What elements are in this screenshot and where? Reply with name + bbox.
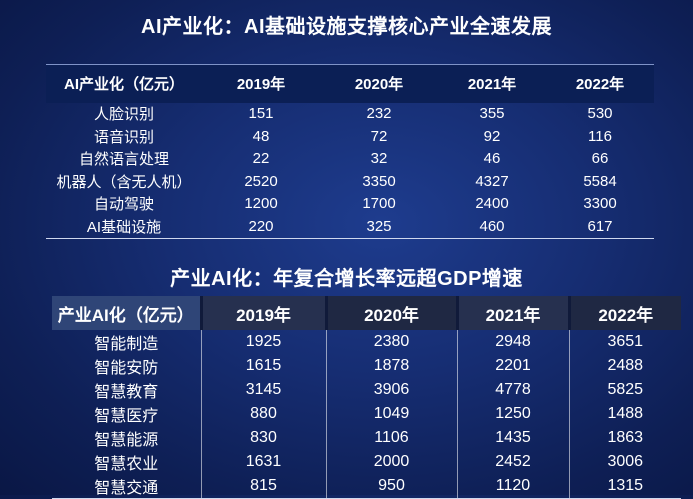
table-cell: 1488 bbox=[568, 402, 681, 426]
table-cell: 3906 bbox=[325, 378, 457, 402]
table-cell: 3350 bbox=[362, 172, 396, 190]
row-label: AI基础设施 bbox=[46, 215, 202, 239]
table-row: 智能制造 1925 2380 2948 3651 bbox=[52, 330, 681, 354]
table-cell: 2201 bbox=[456, 354, 569, 378]
row-label: 机器人（含无人机） bbox=[56, 173, 192, 191]
table-row: 机器人（含无人机） 2520 3350 4327 5584 bbox=[46, 170, 654, 193]
column-header: 2020年 bbox=[324, 296, 457, 330]
table-cell: 830 bbox=[200, 426, 326, 450]
table-cell: 1878 bbox=[325, 354, 457, 378]
table-cell: 232 bbox=[366, 105, 392, 123]
table-cell: 1435 bbox=[456, 426, 569, 450]
table-cell: 3145 bbox=[200, 378, 326, 402]
row-label: 自然语言处理 bbox=[78, 151, 169, 169]
column-header: 2019年 bbox=[199, 296, 326, 330]
row-label: 自动驾驶 bbox=[93, 196, 154, 214]
table-cell: 220 bbox=[202, 215, 320, 239]
row-label: 智慧医疗 bbox=[94, 408, 159, 425]
table-cell: 1700 bbox=[362, 195, 396, 213]
table-row: 智慧能源 830 1106 1435 1863 bbox=[52, 426, 681, 450]
table-cell: 2948 bbox=[456, 330, 569, 354]
industry-ai-table: 产业AI化（亿元） 2019年 2020年 2021年 2022年 智能制造 1… bbox=[52, 296, 681, 499]
table-cell: 72 bbox=[370, 127, 388, 145]
table-row: 自然语言处理 22 32 46 66 bbox=[46, 148, 654, 171]
row-label: 智慧教育 bbox=[94, 384, 159, 401]
table-cell: 4778 bbox=[456, 378, 569, 402]
column-header: 2021年 bbox=[467, 76, 517, 94]
table-cell: 2000 bbox=[325, 450, 457, 474]
row-label: 智能安防 bbox=[94, 360, 159, 377]
table-row: 智能安防 1615 1878 2201 2488 bbox=[52, 354, 681, 378]
row-label: 人脸识别 bbox=[93, 106, 154, 124]
table-cell: 530 bbox=[587, 105, 613, 123]
table-row: 自动驾驶 1200 1700 2400 3300 bbox=[46, 193, 654, 216]
table-row: 智慧医疗 880 1049 1250 1488 bbox=[52, 402, 681, 426]
table-cell: 5584 bbox=[583, 172, 617, 190]
table-cell: 1925 bbox=[200, 330, 326, 354]
table-cell: 92 bbox=[483, 127, 501, 145]
ai-industrialization-table: AI产业化（亿元） 2019年 2020年 2021年 2022年 人脸识别 1… bbox=[46, 64, 654, 239]
column-header: 2020年 bbox=[354, 76, 404, 94]
table-cell: 2452 bbox=[456, 450, 569, 474]
table-cell: 2380 bbox=[325, 330, 457, 354]
table-cell: 48 bbox=[252, 127, 270, 145]
table-cell: 2520 bbox=[244, 172, 278, 190]
table-cell: 460 bbox=[438, 215, 546, 239]
table-cell: 1049 bbox=[325, 402, 457, 426]
table-cell: 325 bbox=[320, 215, 438, 239]
row-label: 语音识别 bbox=[93, 128, 154, 146]
table-cell: 3651 bbox=[568, 330, 681, 354]
table-cell: 5825 bbox=[568, 378, 681, 402]
row-label: 智慧能源 bbox=[94, 432, 159, 449]
column-header: 2022年 bbox=[575, 76, 625, 94]
table-cell: 1200 bbox=[244, 195, 278, 213]
table-cell: 1250 bbox=[456, 402, 569, 426]
table-row: 人脸识别 151 232 355 530 bbox=[46, 103, 654, 126]
column-header: 2019年 bbox=[236, 76, 286, 94]
column-header: 2021年 bbox=[455, 296, 569, 330]
table-row: 智慧教育 3145 3906 4778 5825 bbox=[52, 378, 681, 402]
table-cell: 617 bbox=[546, 215, 654, 239]
table-cell: 880 bbox=[200, 402, 326, 426]
table-cell: 4327 bbox=[475, 172, 509, 190]
table-row: 语音识别 48 72 92 116 bbox=[46, 125, 654, 148]
table-cell: 46 bbox=[483, 150, 501, 168]
table-cell: 2400 bbox=[475, 195, 509, 213]
table-cell: 22 bbox=[252, 150, 270, 168]
table-cell: 1863 bbox=[568, 426, 681, 450]
table-cell: 1106 bbox=[325, 426, 457, 450]
table-header-row: AI产业化（亿元） 2019年 2020年 2021年 2022年 bbox=[46, 64, 654, 103]
title-ai-industrialization: AI产业化：AI基础设施支撑核心产业全速发展 bbox=[141, 16, 552, 38]
title-industry-ai: 产业AI化：年复合增长率远超GDP增速 bbox=[170, 268, 523, 290]
column-header: 2022年 bbox=[567, 296, 681, 330]
table-cell: 1631 bbox=[200, 450, 326, 474]
row-label: 智慧农业 bbox=[94, 456, 159, 473]
table-cell: 116 bbox=[588, 127, 612, 145]
table-cell: 3300 bbox=[583, 195, 617, 213]
table-cell: 1615 bbox=[200, 354, 326, 378]
table-cell: 355 bbox=[479, 105, 505, 123]
column-header: AI产业化（亿元） bbox=[63, 76, 184, 94]
table-cell: 66 bbox=[591, 150, 609, 168]
column-header: 产业AI化（亿元） bbox=[52, 296, 201, 330]
table-cell: 2488 bbox=[568, 354, 681, 378]
table-row: AI基础设施 220 325 460 617 bbox=[46, 215, 654, 239]
table-cell: 151 bbox=[248, 105, 274, 123]
table-header-row: 产业AI化（亿元） 2019年 2020年 2021年 2022年 bbox=[52, 296, 681, 330]
row-label: 智能制造 bbox=[94, 336, 159, 353]
table-row: 智慧农业 1631 2000 2452 3006 bbox=[52, 450, 681, 474]
table-cell: 32 bbox=[370, 150, 388, 168]
table-cell: 3006 bbox=[568, 450, 681, 474]
